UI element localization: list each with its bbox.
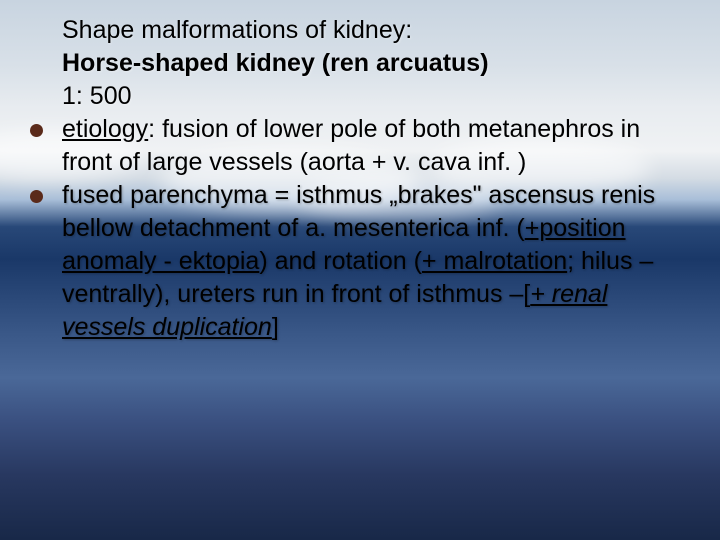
bullet-text: fused parenchyma = isthmus „brakes" asce… <box>62 179 696 344</box>
text-underline: etiology <box>62 115 148 143</box>
header-line-1: Shape malformations of kidney: <box>18 14 696 47</box>
header-line-2: Horse-shaped kidney (ren arcuatus) <box>18 47 696 80</box>
bullet-item: etiology: fusion of lower pole of both m… <box>18 113 696 179</box>
text-plain: : fusion of lower pole of both metanephr… <box>62 115 640 176</box>
bullet-dot-icon <box>30 124 43 137</box>
text-plain: ] <box>272 313 279 341</box>
text-plain: ) and rotation ( <box>259 247 422 275</box>
text-underline: + malrotation <box>422 247 567 275</box>
slide: Shape malformations of kidney: Horse-sha… <box>0 0 720 540</box>
bullet-text: etiology: fusion of lower pole of both m… <box>62 113 696 179</box>
slide-content: Shape malformations of kidney: Horse-sha… <box>18 14 696 344</box>
bullet-dot-icon <box>30 190 43 203</box>
bullet-item: fused parenchyma = isthmus „brakes" asce… <box>18 179 696 344</box>
header-line-3: 1: 500 <box>18 80 696 113</box>
